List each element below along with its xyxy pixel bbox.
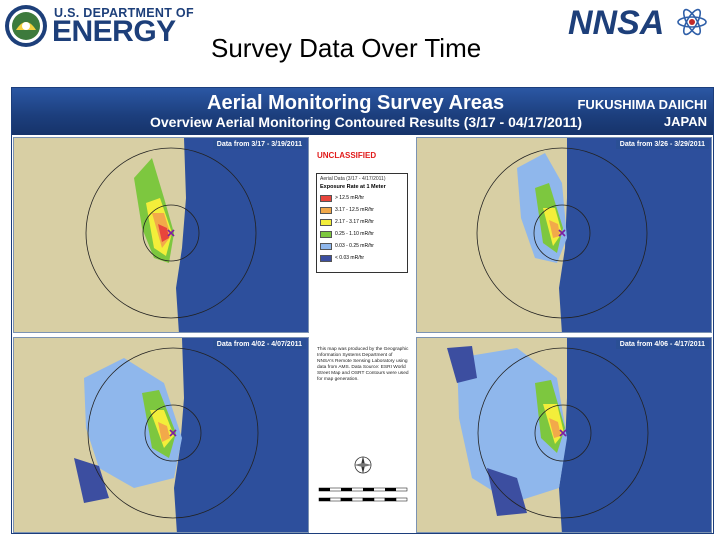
legend-entry: > 12.5 mR/hr xyxy=(320,194,408,203)
legend-entry-label: 0.03 - 0.25 mR/hr xyxy=(335,243,374,249)
legend-entry-label: > 12.5 mR/hr xyxy=(335,195,365,201)
legend-entry-label: 0.25 - 1.10 mR/hr xyxy=(335,231,374,237)
legend-swatch xyxy=(320,195,332,202)
scale-bar xyxy=(318,487,408,502)
legend-swatch xyxy=(320,207,332,214)
classification-label: UNCLASSIFIED xyxy=(317,151,377,160)
legend-entry: < 0.03 mR/hr xyxy=(320,254,408,263)
doe-energy-text: ENERGY xyxy=(52,15,176,48)
map-graphic xyxy=(14,338,308,532)
legend-date: Aerial Data (3/17 - 4/17/2011) xyxy=(320,176,386,182)
map-date-label: Data from 4/06 - 4/17/2011 xyxy=(615,340,709,349)
poster-subtitle: Overview Aerial Monitoring Contoured Res… xyxy=(150,114,583,130)
doe-department-text: U.S. DEPARTMENT OF xyxy=(54,6,194,20)
survey-poster: Aerial Monitoring Survey Areas Overview … xyxy=(11,87,714,534)
map-date-label: Data from 4/02 - 4/07/2011 xyxy=(212,340,306,349)
poster-title: Aerial Monitoring Survey Areas xyxy=(207,92,505,114)
poster-banner: Aerial Monitoring Survey Areas Overview … xyxy=(12,88,713,135)
legend-swatch xyxy=(320,231,332,238)
map-production-note: This map was produced by the Geographic … xyxy=(317,347,409,382)
doe-logo: U.S. DEPARTMENT OF ENERGY xyxy=(4,4,194,48)
survey-map-3: Data from 4/02 - 4/07/2011 xyxy=(13,337,309,533)
legend-swatch xyxy=(320,255,332,262)
atom-icon xyxy=(677,8,707,36)
map-graphic xyxy=(14,138,308,332)
legend-header: Exposure Rate at 1 Meter xyxy=(320,184,386,190)
legend-entry-label: < 0.03 mR/hr xyxy=(335,255,365,261)
slide-title: Survey Data Over Time xyxy=(211,33,482,63)
legend-entry: 2.17 - 3.17 mR/hr xyxy=(320,218,408,227)
survey-map-2: Data from 3/26 - 3/29/2011 xyxy=(416,137,712,333)
nnsa-logo-text: NNSA xyxy=(568,4,664,42)
legend: Aerial Data (3/17 - 4/17/2011) Exposure … xyxy=(316,173,408,273)
survey-map-1: Data from 3/17 - 3/19/2011 xyxy=(13,137,309,333)
legend-column: UNCLASSIFIED Aerial Data (3/17 - 4/17/20… xyxy=(311,137,414,533)
legend-entry: 0.25 - 1.10 mR/hr xyxy=(320,230,408,239)
doe-seal-icon xyxy=(5,5,47,47)
legend-entry: 0.03 - 0.25 mR/hr xyxy=(320,242,408,251)
compass-icon xyxy=(354,456,372,474)
poster-country: JAPAN xyxy=(663,114,707,129)
map-date-label: Data from 3/17 - 3/19/2011 xyxy=(212,140,306,149)
legend-entry-label: 2.17 - 3.17 mR/hr xyxy=(335,219,374,225)
nnsa-logo: NNSA xyxy=(568,4,707,42)
poster-site: FUKUSHIMA DAIICHI xyxy=(577,97,707,112)
legend-entry: 3.17 - 12.5 mR/hr xyxy=(320,206,408,215)
map-graphic xyxy=(417,338,711,532)
survey-map-4: Data from 4/06 - 4/17/2011 xyxy=(416,337,712,533)
map-date-label: Data from 3/26 - 3/29/2011 xyxy=(615,140,709,149)
legend-swatch xyxy=(320,219,332,226)
legend-entry-label: 3.17 - 12.5 mR/hr xyxy=(335,207,374,213)
map-graphic xyxy=(417,138,711,332)
legend-swatch xyxy=(320,243,332,250)
